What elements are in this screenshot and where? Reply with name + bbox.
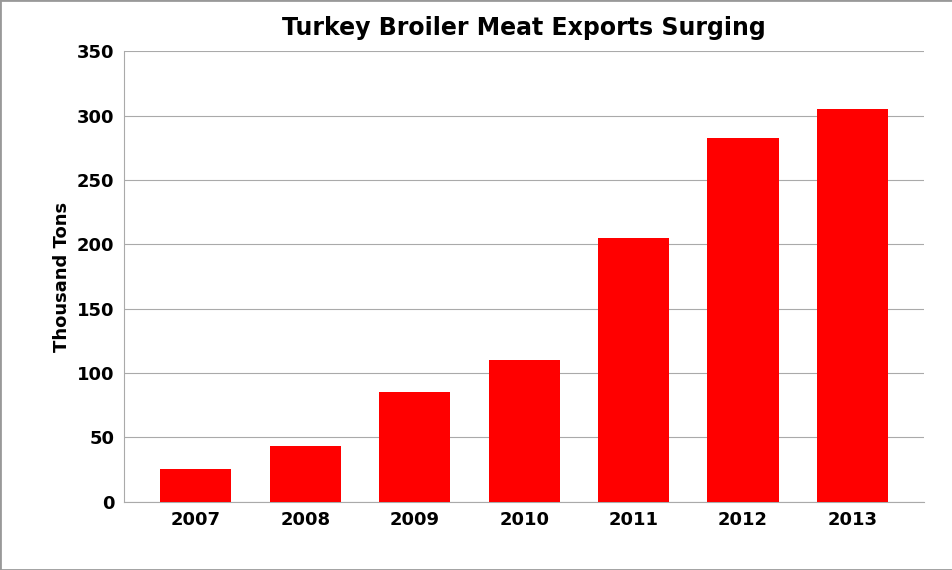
Bar (160, 470, 231, 502)
Bar (488, 360, 559, 502)
Bar (379, 392, 449, 502)
Y-axis label: Thousand Tons: Thousand Tons (53, 201, 71, 352)
Title: Turkey Broiler Meat Exports Surging: Turkey Broiler Meat Exports Surging (282, 15, 765, 40)
Bar (269, 446, 341, 502)
Bar (706, 137, 778, 502)
Bar (816, 109, 887, 502)
Bar (598, 238, 668, 502)
